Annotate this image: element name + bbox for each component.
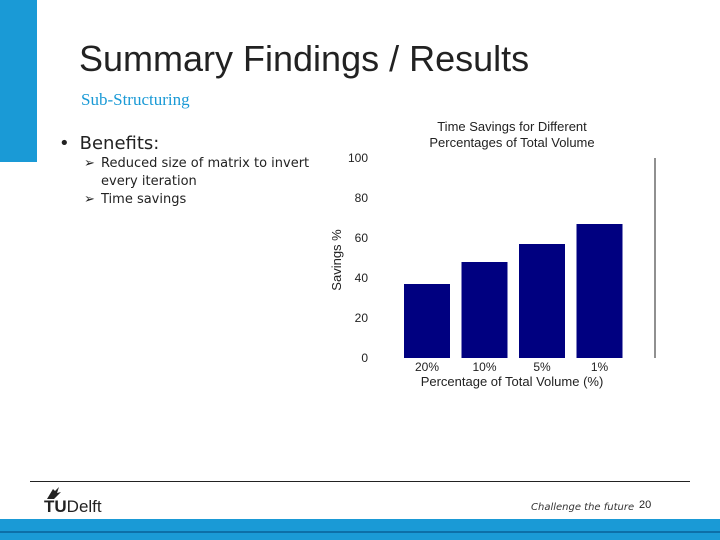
chart-bar: [576, 224, 623, 358]
x-tick-label: 5%: [533, 360, 551, 374]
chart-bar: [404, 284, 450, 358]
x-tick-label: 20%: [415, 360, 439, 374]
footer-tagline: Challenge the future: [531, 502, 635, 513]
y-tick-label: 60: [355, 231, 369, 245]
logo-bold-text: TU: [44, 497, 67, 516]
x-tick-label: 1%: [591, 360, 609, 374]
bullet-dot-icon: •: [59, 133, 70, 154]
tudelft-flame-icon: [47, 487, 61, 499]
arrow-bullet-icon: ➢: [84, 156, 95, 171]
bullet-benefits: • Benefits:: [59, 133, 159, 154]
chart-bar: [461, 262, 508, 358]
arrow-bullet-icon: ➢: [84, 192, 95, 207]
x-tick-label: 10%: [472, 360, 496, 374]
subbullet-item: ➢ Reduced size of matrix to invert every…: [84, 155, 314, 191]
y-tick-label: 20: [355, 311, 369, 325]
y-tick-label: 80: [355, 191, 369, 205]
page-number: 20: [639, 499, 652, 511]
subbullet-item: ➢ Time savings: [84, 191, 314, 209]
slide-subtitle: Sub-Structuring: [81, 90, 190, 109]
accent-bar: [0, 0, 37, 162]
footer-band-line: [0, 531, 720, 533]
footer-band: [0, 519, 720, 540]
x-axis-label: Percentage of Total Volume (%): [421, 374, 604, 389]
tudelft-logo: TUDelft: [44, 497, 102, 517]
subbullet-text: Reduced size of matrix to invert every i…: [101, 156, 310, 189]
chart-bar: [519, 244, 565, 358]
y-tick-label: 40: [355, 271, 369, 285]
subbullet-text: Time savings: [101, 192, 187, 207]
y-tick-label: 0: [361, 351, 368, 365]
footer-divider: [30, 481, 690, 482]
logo-rest-text: Delft: [66, 497, 102, 516]
subbullet-list: ➢ Reduced size of matrix to invert every…: [84, 155, 314, 209]
y-tick-label: 100: [348, 151, 368, 165]
slide-title: Summary Findings / Results: [79, 38, 530, 79]
bullet-label: Benefits:: [79, 133, 160, 154]
chart-title-line: Percentages of Total Volume: [429, 135, 594, 150]
y-axis-label: Savings %: [329, 229, 344, 291]
chart-title-line: Time Savings for Different: [437, 119, 587, 134]
